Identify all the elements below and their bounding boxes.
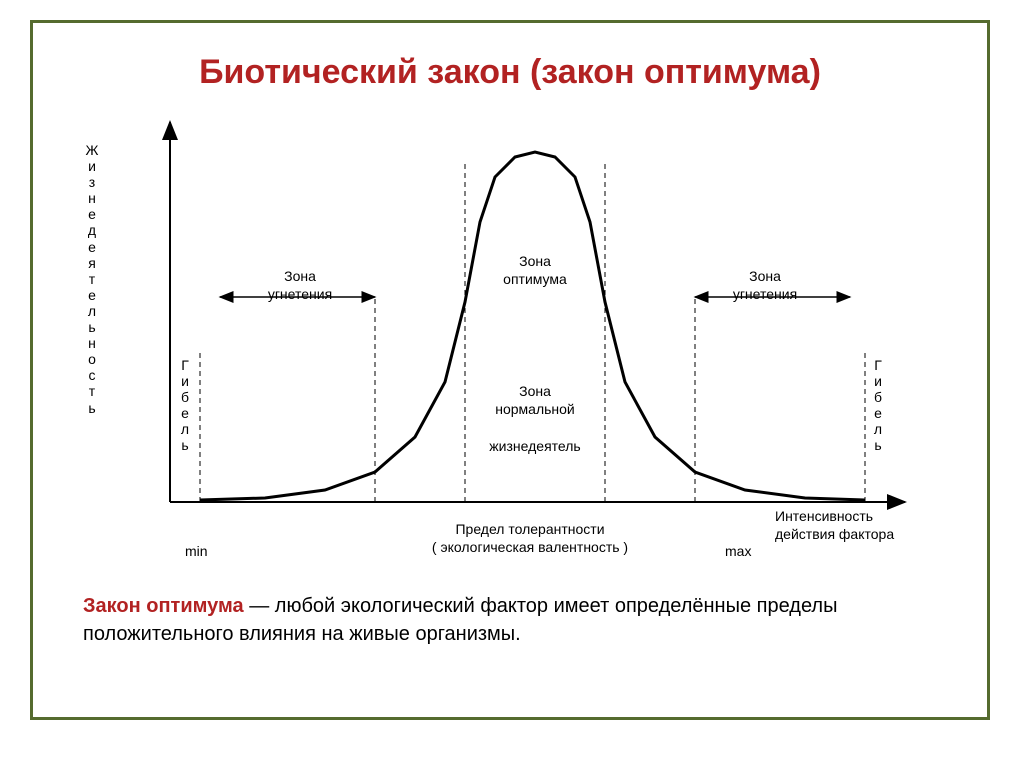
death-label-right: Гибель [871,357,885,454]
death-label-left: Гибель [178,357,192,454]
slide-frame: Биотический закон (закон оптимума) [30,20,990,720]
slide-title: Биотический закон (закон оптимума) [33,53,987,92]
min-label: min [185,542,208,560]
suppression-label-left: Зона угнетения [245,267,355,303]
max-label: max [725,542,751,560]
definition-text: Закон оптимума — любой экологический фак… [83,592,937,648]
definition-term: Закон оптимума [83,595,244,617]
normal-zone-label: Зона нормальной жизнедеятель [480,382,590,455]
optimum-zone-label: Зона оптимума [480,252,590,288]
tolerance-label: Предел толерантности ( экологическая вал… [355,520,705,556]
y-axis-label: Жизнедеятельность [85,142,99,416]
chart-container: Жизнедеятельность Зона оптимума Зона нор… [85,102,935,582]
x-axis-label: Интенсивность действия фактора [775,507,925,543]
suppression-label-right: Зона угнетения [710,267,820,303]
